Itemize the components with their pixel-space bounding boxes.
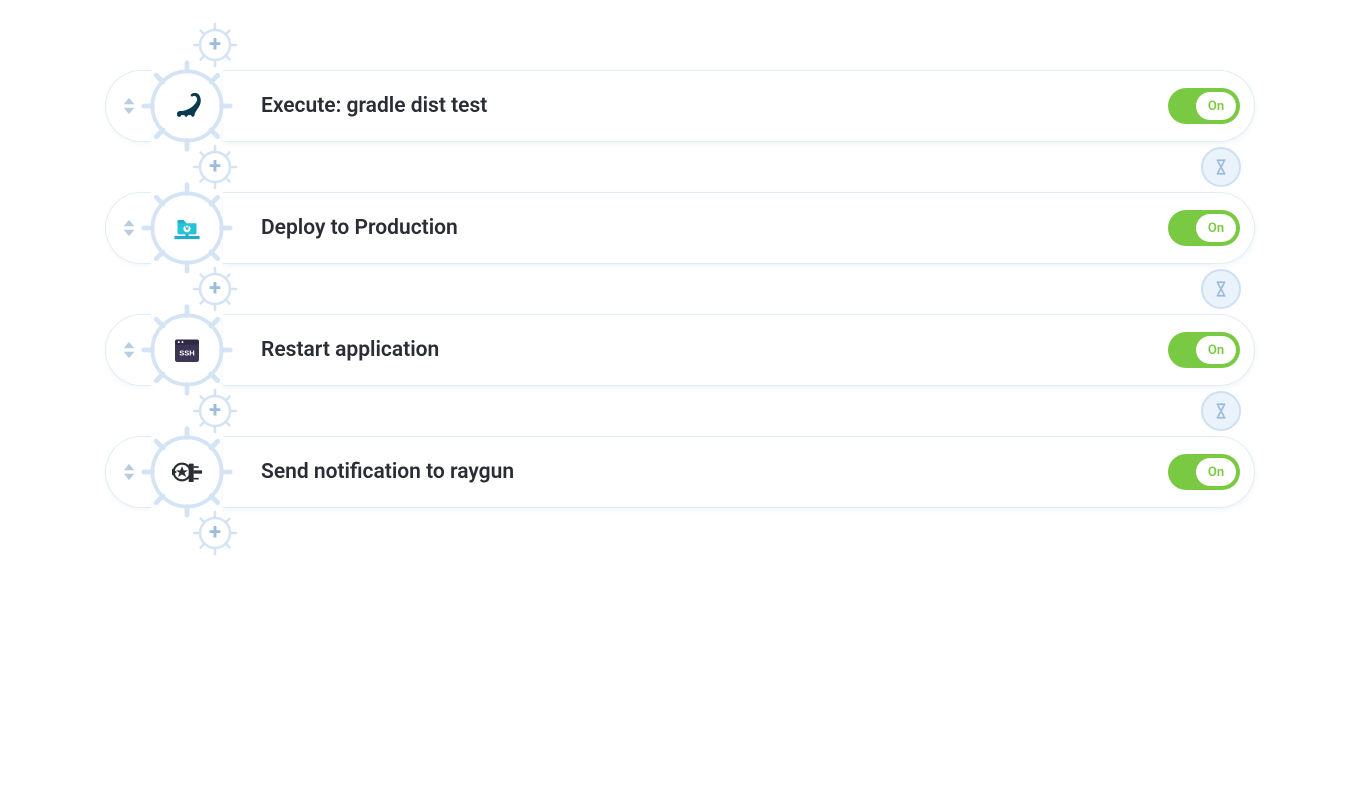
sort-icon: [120, 461, 138, 483]
hourglass-icon: [1212, 280, 1230, 298]
svg-text:SSH: SSH: [179, 348, 194, 357]
pipeline-step[interactable]: Execute: gradle dist test On: [105, 70, 1255, 142]
pipeline-container: +: [105, 20, 1255, 558]
sort-icon: [120, 217, 138, 239]
pipeline-step[interactable]: SSH Restart application On: [105, 314, 1255, 386]
toggle-knob: On: [1196, 336, 1236, 364]
hourglass-icon: [1212, 402, 1230, 420]
sort-icon: [120, 95, 138, 117]
toggle-switch[interactable]: On: [1168, 88, 1240, 124]
step-title: Deploy to Production: [261, 216, 1168, 240]
step-icon-container: [139, 180, 235, 276]
toggle-knob: On: [1196, 92, 1236, 120]
pipeline-step[interactable]: Send notification to raygun On: [105, 436, 1255, 508]
step-body[interactable]: Deploy to Production On: [223, 192, 1255, 264]
step-icon-container: [139, 424, 235, 520]
step-body[interactable]: Send notification to raygun On: [223, 436, 1255, 508]
sort-icon: [120, 339, 138, 361]
step-icon-container: SSH: [139, 302, 235, 398]
toggle-knob: On: [1196, 458, 1236, 486]
step-title: Send notification to raygun: [261, 460, 1168, 484]
plus-icon: +: [209, 522, 221, 544]
step-icon-container: [139, 58, 235, 154]
plus-icon: +: [209, 34, 221, 56]
step-body[interactable]: Restart application On: [223, 314, 1255, 386]
wait-badge[interactable]: [1201, 147, 1241, 187]
pipeline-step[interactable]: Deploy to Production On: [105, 192, 1255, 264]
step-body[interactable]: Execute: gradle dist test On: [223, 70, 1255, 142]
toggle-switch[interactable]: On: [1168, 210, 1240, 246]
plus-icon: +: [209, 400, 221, 422]
hourglass-icon: [1212, 158, 1230, 176]
wait-badge[interactable]: [1201, 391, 1241, 431]
plus-icon: +: [209, 156, 221, 178]
raygun-icon: [166, 451, 208, 493]
plus-icon: +: [209, 278, 221, 300]
step-title: Execute: gradle dist test: [261, 94, 1168, 118]
deploy-icon: [166, 207, 208, 249]
toggle-switch[interactable]: On: [1168, 332, 1240, 368]
step-title: Restart application: [261, 338, 1168, 362]
ssh-icon: SSH: [166, 329, 208, 371]
toggle-switch[interactable]: On: [1168, 454, 1240, 490]
wait-badge[interactable]: [1201, 269, 1241, 309]
toggle-knob: On: [1196, 214, 1236, 242]
gradle-icon: [166, 85, 208, 127]
